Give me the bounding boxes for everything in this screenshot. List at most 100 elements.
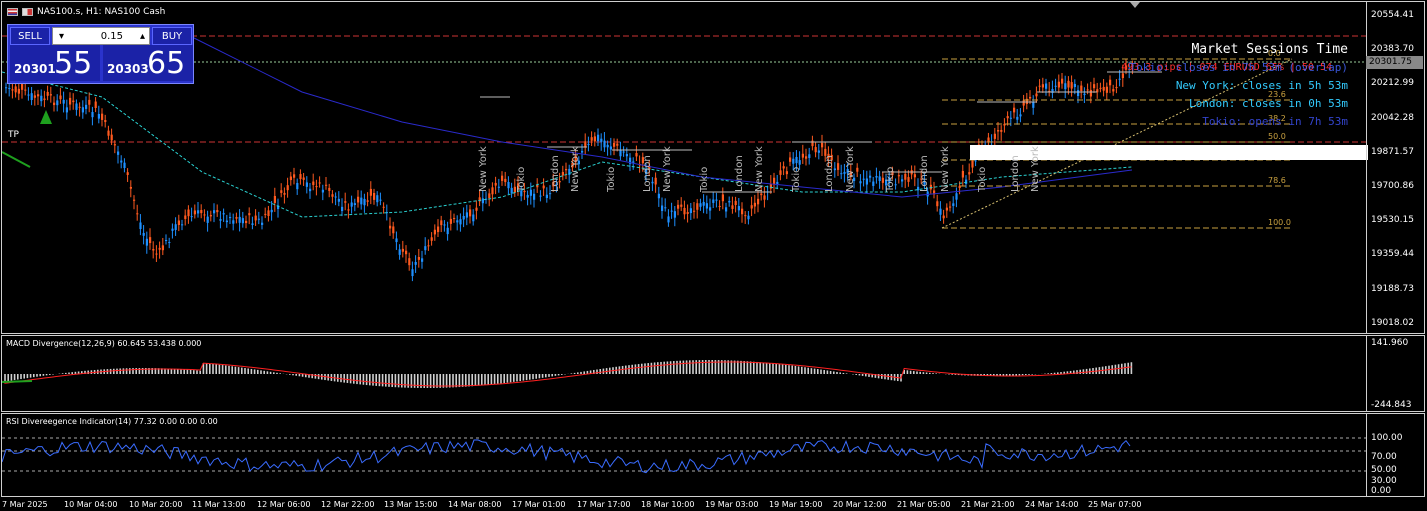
scroll-marker-icon[interactable] [1130, 2, 1140, 8]
candle-body [59, 95, 62, 100]
candle-body [161, 245, 164, 251]
candle-body [1067, 80, 1070, 88]
candle-body [1080, 85, 1083, 92]
buy-button[interactable]: BUY [152, 27, 192, 45]
candle-body [494, 182, 497, 186]
candle-body [1009, 117, 1012, 119]
candle-body [117, 151, 120, 155]
candle-body [302, 177, 305, 180]
price-tick: 19188.73 [1371, 283, 1414, 294]
candle-body [721, 194, 724, 202]
candle-body [712, 199, 715, 203]
ask-big: 65 [147, 46, 186, 81]
candle-body [206, 216, 209, 223]
rsi-pane[interactable]: RSI Divereegence Indicator(14) 77.32 0.0… [1, 413, 1425, 497]
candle-body [1077, 90, 1080, 97]
candle-body [619, 150, 622, 157]
candle-body [200, 209, 203, 214]
rsi-tick-50: 50.00 [1371, 465, 1397, 475]
candle-body [488, 193, 491, 199]
ask-quote[interactable]: 20303 65 [103, 45, 193, 81]
candle-body [865, 178, 868, 185]
price-tick: 19359.44 [1371, 249, 1414, 260]
macd-pane[interactable]: MACD Divergence(12,26,9) 60.645 53.438 0… [1, 335, 1425, 412]
candle-body [273, 195, 276, 203]
candle-body [744, 215, 747, 217]
rsi-axis[interactable]: 100.00 70.00 50.00 30.00 0.00 [1366, 414, 1424, 496]
rsi-tick-100: 100.00 [1371, 433, 1403, 443]
candle-body [955, 193, 958, 200]
bid-quote[interactable]: 20301 55 [10, 45, 100, 81]
price-tick: 19018.02 [1371, 317, 1414, 328]
candle-body [459, 219, 462, 225]
candle-body [139, 222, 142, 230]
candle-body [952, 203, 955, 206]
time-label: 17 Mar 17:00 [577, 500, 631, 509]
candle-body [597, 134, 600, 142]
candle-body [1121, 73, 1124, 79]
candle-body [577, 160, 580, 165]
candle-body [1061, 78, 1064, 84]
candle-body [840, 173, 843, 175]
candle-body [421, 258, 424, 262]
candle-body [65, 107, 68, 113]
candle-body [523, 190, 526, 193]
fib-level-label: 100.0 [1268, 218, 1291, 227]
lot-size-input[interactable]: ▾ 0.15 ▴ [52, 27, 150, 45]
candle-body [728, 201, 731, 203]
price-tick: 19700.86 [1371, 181, 1414, 191]
time-label: 12 Mar 22:00 [321, 500, 375, 509]
candle-body [878, 176, 881, 182]
candle-body [395, 238, 398, 243]
candle-body [363, 198, 366, 206]
price-axis[interactable]: 20554.41 20383.70 20212.99 20042.28 19871.57… [1366, 2, 1424, 333]
candle-body [53, 102, 56, 106]
candle-body [376, 195, 379, 203]
bid-big: 55 [54, 46, 93, 81]
candle-body [155, 253, 158, 255]
candle-body [776, 181, 779, 185]
candle-body [664, 207, 667, 209]
candle-body [449, 218, 452, 224]
macd-axis[interactable]: 141.960 -244.843 [1366, 336, 1424, 411]
candle-body [718, 205, 721, 207]
candle-body [232, 220, 235, 224]
fib-level-label: 78.6 [1268, 176, 1286, 185]
candle-body [472, 214, 475, 222]
candle-body [965, 179, 968, 184]
candle-body [168, 241, 171, 243]
session-label: New York [845, 146, 856, 192]
candle-body [565, 169, 568, 171]
candle-body [785, 171, 788, 175]
candle-body [78, 106, 81, 108]
candle-body [561, 172, 564, 176]
candle-body [795, 156, 798, 164]
candle-body [299, 174, 302, 180]
candle-body [126, 172, 129, 175]
candle-body [987, 137, 990, 142]
candle-body [184, 215, 187, 219]
candle-body [305, 182, 308, 187]
rsi-line [2, 439, 1131, 474]
sell-button[interactable]: SELL [10, 27, 50, 45]
candle-body [673, 211, 676, 218]
candle-body [750, 205, 753, 209]
candle-body [1102, 86, 1105, 91]
candle-body [1032, 101, 1035, 108]
candle-body [197, 210, 200, 214]
moving-average-fast [2, 71, 1133, 218]
time-label: 7 Mar 2025 [2, 500, 48, 509]
candle-body [1035, 93, 1038, 97]
plus-icon[interactable]: ▴ [139, 31, 145, 42]
candle-body [769, 183, 772, 189]
candle-body [40, 95, 43, 102]
candle-body [264, 213, 267, 215]
candle-body [616, 143, 619, 146]
candle-body [309, 188, 312, 192]
candle-body [689, 208, 692, 214]
candle-body [85, 104, 88, 109]
candle-body [526, 194, 529, 198]
minus-icon[interactable]: ▾ [59, 31, 65, 42]
candle-body [398, 249, 401, 255]
